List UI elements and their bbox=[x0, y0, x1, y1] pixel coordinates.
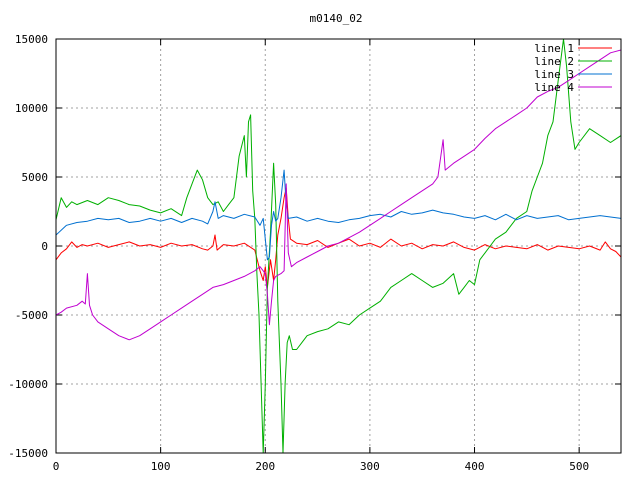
y-tick-label: 10000 bbox=[15, 102, 48, 115]
legend-label: line 4 bbox=[534, 81, 574, 94]
series-group bbox=[56, 39, 621, 453]
y-tick-label: 15000 bbox=[15, 33, 48, 46]
x-tick-label: 0 bbox=[53, 460, 60, 473]
y-tick-label: -10000 bbox=[8, 378, 48, 391]
x-tick-label: 100 bbox=[151, 460, 171, 473]
legend-label: line 1 bbox=[534, 42, 574, 55]
x-tick-label: 200 bbox=[255, 460, 275, 473]
series-line-4 bbox=[56, 49, 621, 341]
y-tick-label: 0 bbox=[41, 240, 48, 253]
legend-label: line 3 bbox=[534, 68, 574, 81]
y-tick-label: -15000 bbox=[8, 447, 48, 460]
y-tick-label: 5000 bbox=[22, 171, 49, 184]
legend-label: line 2 bbox=[534, 55, 574, 68]
y-tick-label: -5000 bbox=[15, 309, 48, 322]
chart-title: m0140_02 bbox=[310, 12, 363, 25]
series-line-1 bbox=[56, 187, 621, 288]
x-tick-label: 300 bbox=[360, 460, 380, 473]
series-line-2 bbox=[56, 39, 621, 453]
x-tick-label: 500 bbox=[569, 460, 589, 473]
x-tick-label: 400 bbox=[465, 460, 485, 473]
series-line-3 bbox=[56, 169, 621, 261]
plot-frame bbox=[55, 38, 622, 454]
axis-ticks: 0 100 200 300 400 500 -15000 -10000 -5000 0 5000 10… bbox=[8, 33, 621, 473]
